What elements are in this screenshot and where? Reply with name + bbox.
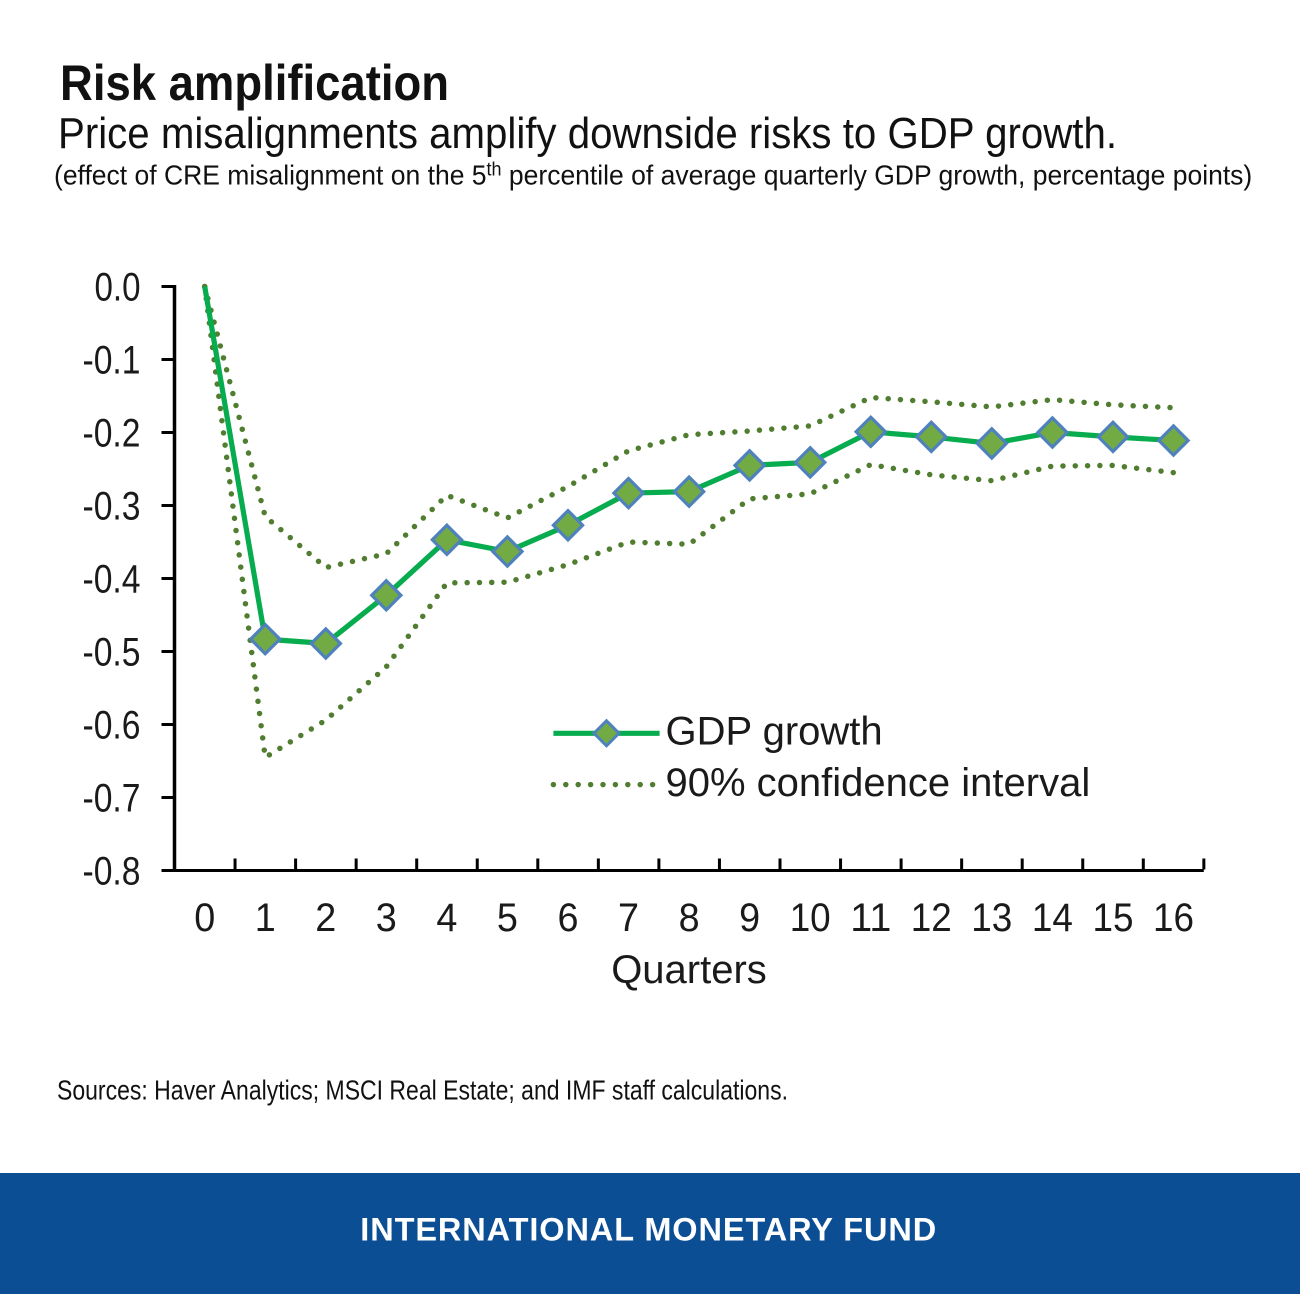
svg-text:INTERNATIONAL MONETARY FUND: INTERNATIONAL MONETARY FUND [360, 1211, 937, 1247]
svg-text:9: 9 [739, 896, 760, 940]
svg-text:11: 11 [850, 896, 891, 940]
svg-text:3: 3 [376, 896, 397, 940]
svg-text:14: 14 [1032, 896, 1073, 940]
svg-text:5: 5 [497, 896, 518, 940]
svg-text:-0.1: -0.1 [83, 339, 141, 383]
svg-text:-0.4: -0.4 [83, 558, 141, 602]
svg-text:7: 7 [618, 896, 639, 940]
svg-text:-0.3: -0.3 [83, 485, 141, 529]
svg-text:4: 4 [436, 896, 457, 940]
svg-text:90% confidence interval: 90% confidence interval [666, 761, 1091, 805]
svg-text:Sources: Haver Analytics; MSCI: Sources: Haver Analytics; MSCI Real Esta… [57, 1075, 788, 1106]
svg-text:-0.8: -0.8 [83, 850, 141, 894]
svg-text:0: 0 [194, 896, 215, 940]
svg-text:-0.7: -0.7 [83, 777, 141, 821]
svg-text:Risk amplification: Risk amplification [60, 55, 449, 111]
svg-text:-0.2: -0.2 [83, 412, 141, 456]
svg-text:GDP growth: GDP growth [666, 710, 883, 754]
svg-text:-0.5: -0.5 [83, 631, 141, 675]
svg-text:12: 12 [911, 896, 952, 940]
svg-text:8: 8 [679, 896, 700, 940]
svg-text:6: 6 [558, 896, 579, 940]
svg-text:-0.6: -0.6 [83, 704, 141, 748]
svg-text:16: 16 [1153, 896, 1194, 940]
svg-text:Quarters: Quarters [611, 948, 767, 992]
svg-text:0.0: 0.0 [95, 266, 141, 310]
svg-text:2: 2 [315, 896, 336, 940]
svg-text:Price misalignments amplify do: Price misalignments amplify downside ris… [58, 109, 1117, 158]
svg-text:15: 15 [1093, 896, 1134, 940]
svg-text:(effect of CRE misalignment on: (effect of CRE misalignment on the 5th p… [54, 158, 1252, 191]
svg-text:10: 10 [790, 896, 831, 940]
svg-text:13: 13 [971, 896, 1012, 940]
svg-text:1: 1 [255, 896, 276, 940]
